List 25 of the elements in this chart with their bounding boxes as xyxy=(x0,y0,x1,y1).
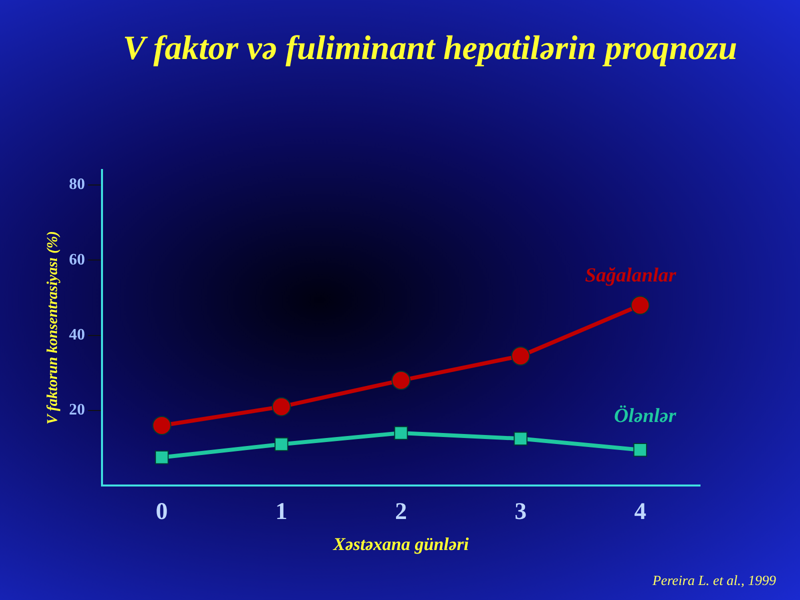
x-tick-label: 2 xyxy=(395,499,407,526)
text: Pereira L. et al., 1999 xyxy=(652,574,776,590)
x-tick-label: 1 xyxy=(275,499,288,526)
point xyxy=(272,397,291,416)
point xyxy=(274,437,288,452)
point xyxy=(511,346,530,366)
y-tick-label: 20 xyxy=(69,402,85,419)
series-label: Ölənlər xyxy=(614,404,676,427)
x-axis-title: Xəstəxana günləri xyxy=(332,534,469,554)
point xyxy=(394,426,408,440)
point xyxy=(392,370,410,390)
x-tick-label: 0 xyxy=(156,499,168,526)
y-axis-title: V faktorun konsentrasiyası (%) xyxy=(44,231,61,425)
point xyxy=(152,416,172,435)
chart-title: V faktor və fuliminant hepatilərin proqnozu xyxy=(122,29,738,69)
point xyxy=(514,432,528,446)
y-tick-label: 80 xyxy=(69,176,85,194)
x-tick-label: 4 xyxy=(634,499,646,526)
point xyxy=(630,296,650,315)
series-label: Sağalanlar xyxy=(585,264,676,286)
point xyxy=(633,443,648,457)
point xyxy=(154,450,169,464)
y-tick-label: 40 xyxy=(69,326,85,344)
y-tick-label: 60 xyxy=(69,251,85,268)
x-tick-label: 3 xyxy=(514,499,527,526)
